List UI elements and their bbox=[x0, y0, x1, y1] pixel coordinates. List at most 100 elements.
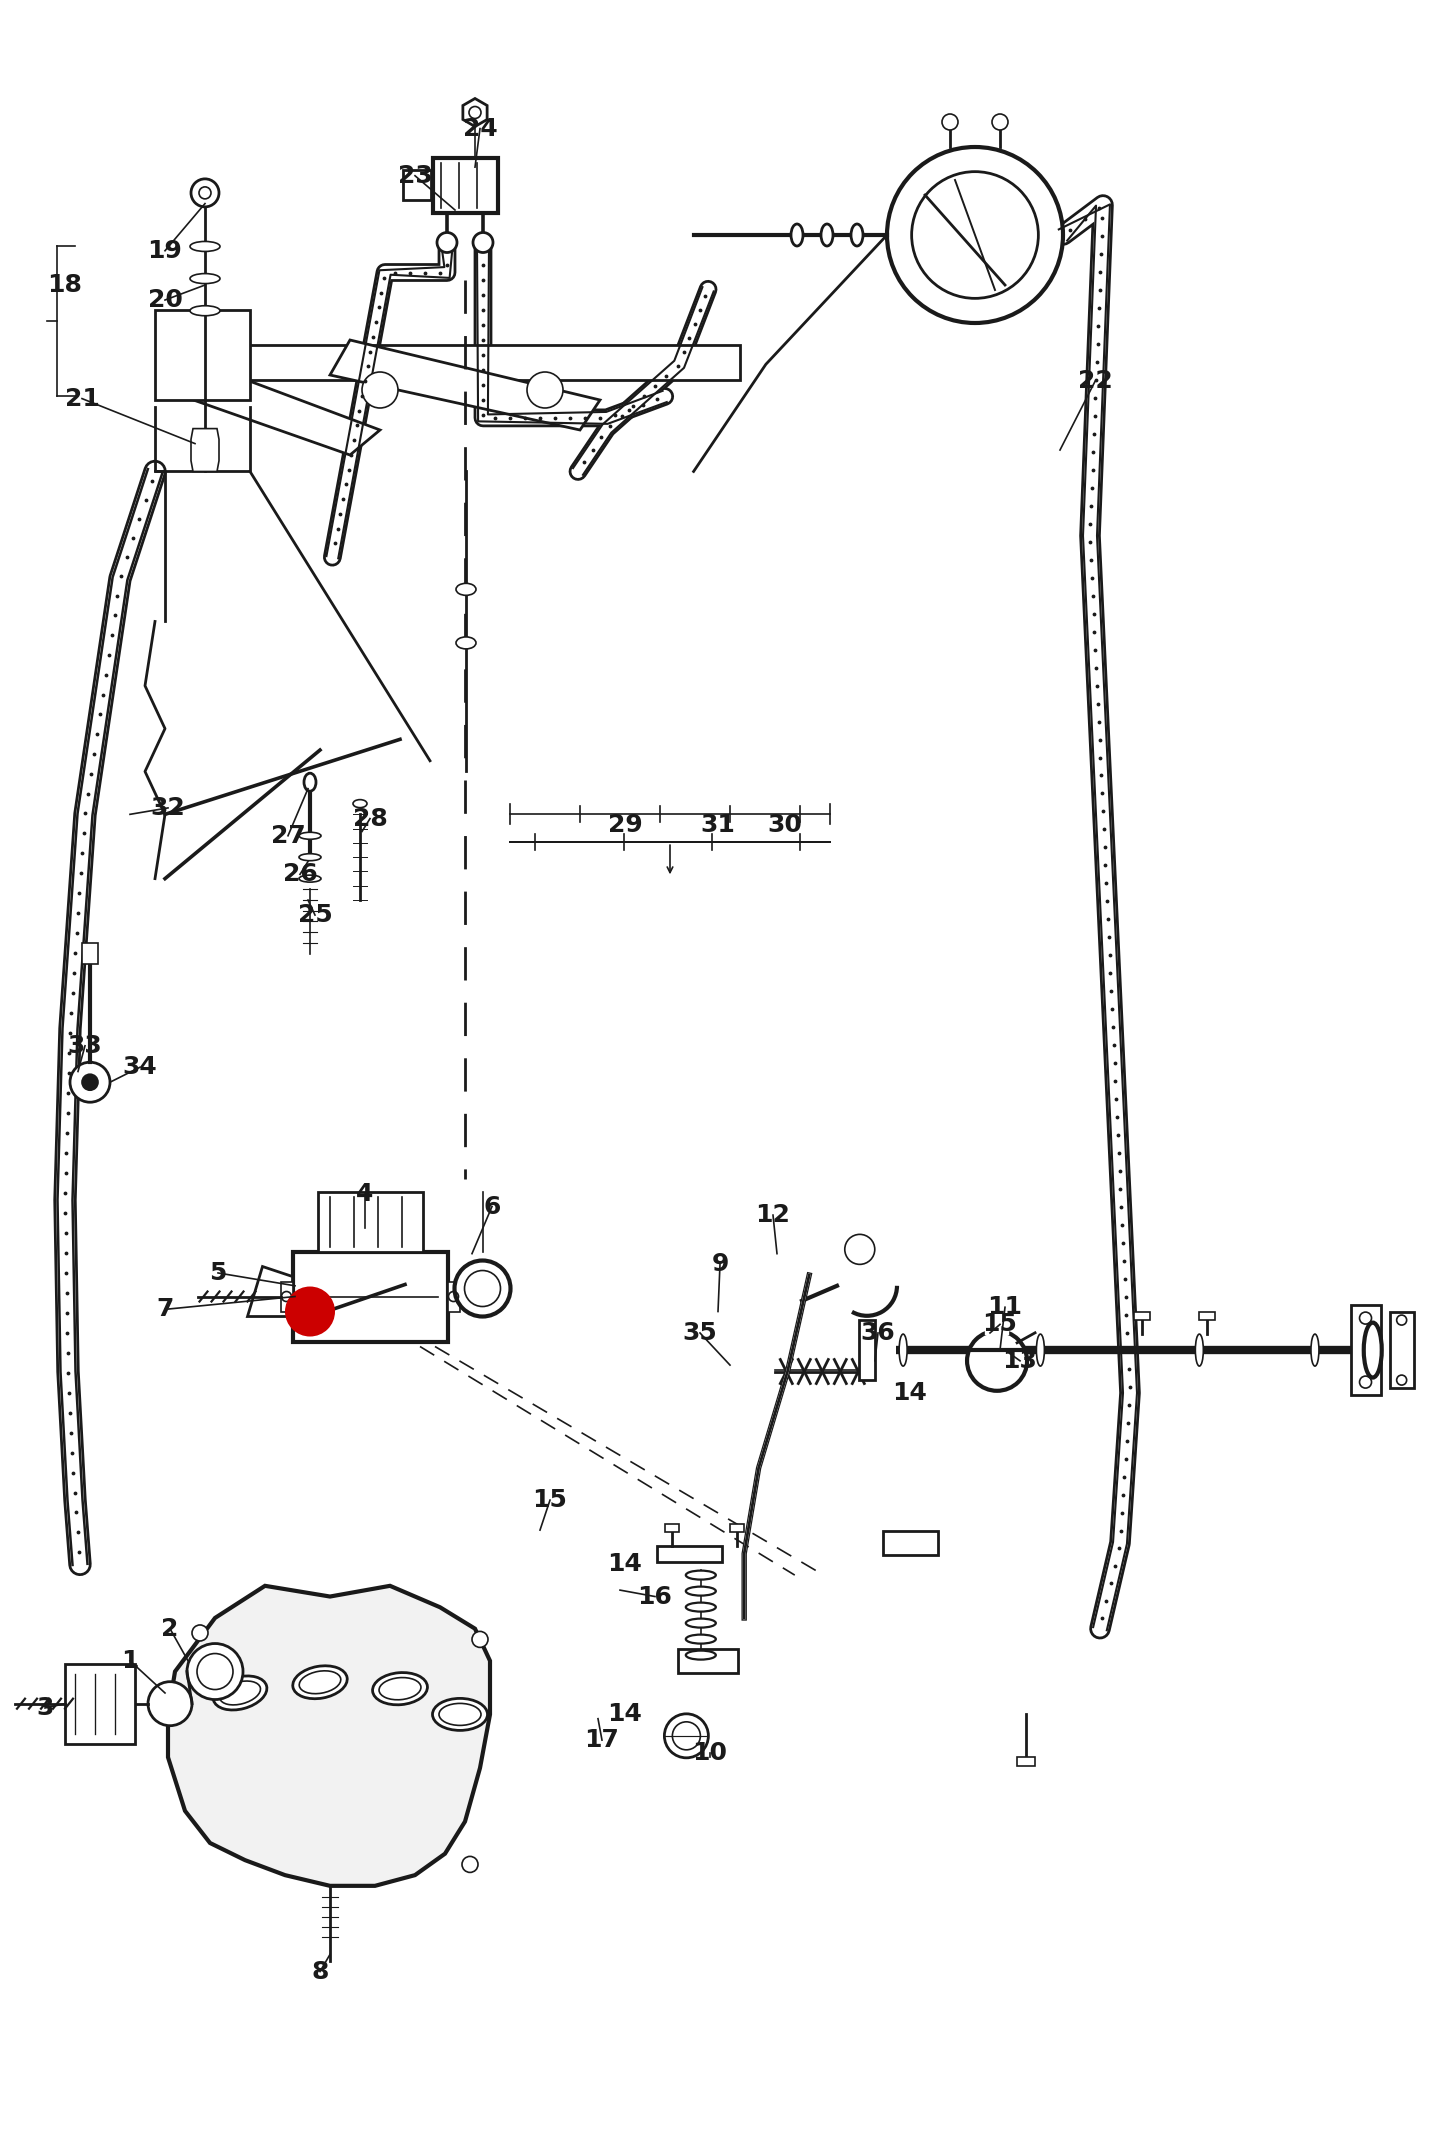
Text: 15: 15 bbox=[533, 1487, 568, 1513]
Bar bbox=[82, 943, 98, 964]
Text: 28: 28 bbox=[353, 806, 387, 831]
Circle shape bbox=[436, 231, 457, 253]
Circle shape bbox=[186, 1644, 243, 1699]
Text: 33: 33 bbox=[68, 1033, 103, 1059]
Text: 32: 32 bbox=[150, 795, 185, 821]
Polygon shape bbox=[247, 1267, 292, 1316]
Text: 12: 12 bbox=[756, 1202, 790, 1228]
Polygon shape bbox=[462, 99, 487, 126]
Text: 21: 21 bbox=[65, 386, 100, 411]
Circle shape bbox=[473, 1631, 488, 1648]
Ellipse shape bbox=[303, 774, 316, 791]
Circle shape bbox=[147, 1682, 192, 1725]
Ellipse shape bbox=[851, 225, 863, 246]
Ellipse shape bbox=[1036, 1335, 1045, 1365]
Ellipse shape bbox=[189, 306, 220, 315]
Ellipse shape bbox=[899, 1335, 907, 1365]
Circle shape bbox=[192, 1624, 208, 1642]
Bar bbox=[858, 1320, 876, 1380]
Bar bbox=[730, 1524, 744, 1532]
Text: 20: 20 bbox=[147, 287, 182, 313]
Circle shape bbox=[967, 1331, 1027, 1391]
Text: 17: 17 bbox=[585, 1727, 620, 1753]
Text: 2: 2 bbox=[162, 1616, 179, 1642]
Circle shape bbox=[82, 1074, 98, 1091]
Text: 10: 10 bbox=[692, 1740, 727, 1766]
Polygon shape bbox=[165, 356, 380, 454]
Circle shape bbox=[462, 1856, 478, 1873]
Text: 8: 8 bbox=[311, 1959, 328, 1984]
Ellipse shape bbox=[299, 831, 321, 840]
Polygon shape bbox=[168, 1586, 490, 1886]
Ellipse shape bbox=[457, 636, 475, 649]
Circle shape bbox=[191, 178, 220, 208]
Bar bbox=[318, 1192, 422, 1252]
Ellipse shape bbox=[790, 225, 803, 246]
Text: 23: 23 bbox=[397, 163, 432, 189]
Polygon shape bbox=[329, 341, 600, 431]
Polygon shape bbox=[155, 311, 250, 401]
Bar bbox=[1351, 1305, 1380, 1395]
Text: 25: 25 bbox=[298, 902, 332, 928]
Ellipse shape bbox=[1364, 1322, 1381, 1378]
Text: 34: 34 bbox=[123, 1054, 158, 1080]
Text: 5: 5 bbox=[210, 1260, 227, 1286]
Ellipse shape bbox=[432, 1699, 487, 1729]
Ellipse shape bbox=[189, 274, 220, 283]
Bar bbox=[678, 1648, 738, 1674]
Text: 30: 30 bbox=[767, 812, 802, 838]
Text: 4: 4 bbox=[357, 1181, 374, 1207]
Ellipse shape bbox=[1311, 1335, 1319, 1365]
Polygon shape bbox=[191, 429, 220, 471]
Ellipse shape bbox=[686, 1618, 715, 1627]
Text: 36: 36 bbox=[861, 1320, 896, 1346]
Circle shape bbox=[993, 114, 1009, 131]
Circle shape bbox=[942, 114, 958, 131]
Text: 35: 35 bbox=[682, 1320, 717, 1346]
Text: 1: 1 bbox=[121, 1648, 139, 1674]
Circle shape bbox=[665, 1714, 708, 1757]
Ellipse shape bbox=[353, 799, 367, 808]
Circle shape bbox=[455, 1260, 510, 1316]
Circle shape bbox=[69, 1063, 110, 1102]
Text: 24: 24 bbox=[462, 116, 497, 141]
Text: 7: 7 bbox=[156, 1297, 173, 1322]
Circle shape bbox=[887, 148, 1064, 324]
Text: 27: 27 bbox=[270, 823, 305, 849]
Bar bbox=[292, 1252, 448, 1342]
Circle shape bbox=[845, 1234, 874, 1264]
Bar bbox=[171, 345, 740, 379]
Ellipse shape bbox=[686, 1635, 715, 1644]
Ellipse shape bbox=[686, 1650, 715, 1659]
Text: 11: 11 bbox=[987, 1294, 1023, 1320]
Ellipse shape bbox=[1195, 1335, 1204, 1365]
Bar bbox=[432, 156, 497, 212]
Circle shape bbox=[473, 231, 493, 253]
Bar bbox=[665, 1524, 679, 1532]
Text: 15: 15 bbox=[983, 1312, 1017, 1337]
Ellipse shape bbox=[457, 583, 475, 596]
Circle shape bbox=[527, 373, 564, 407]
Text: 19: 19 bbox=[147, 238, 182, 264]
Text: 6: 6 bbox=[483, 1194, 500, 1219]
Text: 9: 9 bbox=[711, 1252, 728, 1277]
Text: 29: 29 bbox=[608, 812, 643, 838]
Bar bbox=[1198, 1312, 1215, 1320]
Bar bbox=[280, 1282, 292, 1312]
Bar bbox=[65, 1663, 134, 1744]
Circle shape bbox=[285, 1286, 335, 1337]
Ellipse shape bbox=[686, 1571, 715, 1579]
Text: 18: 18 bbox=[48, 272, 82, 298]
Text: 14: 14 bbox=[607, 1702, 643, 1727]
Text: 13: 13 bbox=[1003, 1348, 1038, 1374]
Text: 22: 22 bbox=[1078, 369, 1113, 394]
Circle shape bbox=[363, 373, 397, 407]
Text: 26: 26 bbox=[283, 861, 318, 887]
Ellipse shape bbox=[299, 874, 321, 883]
Bar bbox=[1017, 1757, 1035, 1766]
Text: 3: 3 bbox=[36, 1695, 53, 1721]
Ellipse shape bbox=[299, 853, 321, 861]
Ellipse shape bbox=[686, 1586, 715, 1597]
Ellipse shape bbox=[293, 1665, 347, 1699]
Ellipse shape bbox=[373, 1672, 428, 1706]
